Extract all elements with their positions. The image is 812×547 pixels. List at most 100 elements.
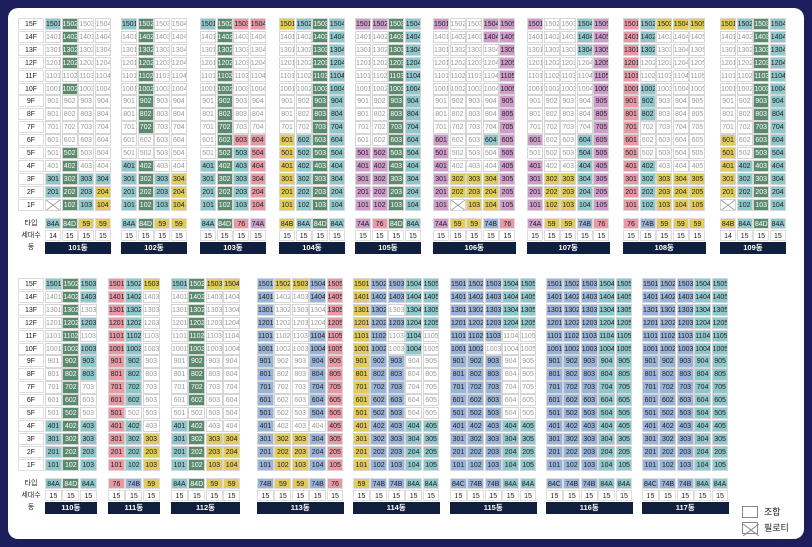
unit-cell: 1503 (387, 278, 405, 291)
unit-cell: 1204 (309, 316, 327, 330)
unit-cell: 102 (295, 198, 312, 211)
unit-cell: 303 (387, 432, 405, 446)
unit-cell: 502 (188, 407, 206, 420)
unit-cell: 204 (598, 445, 616, 459)
unit-cell: 703 (233, 121, 250, 134)
type-cell: 59 (205, 477, 223, 489)
unit-cell: 1104 (404, 69, 421, 82)
unit-cell: 704 (94, 121, 111, 134)
unit-cell: 704 (328, 121, 345, 134)
unit-cell: 303 (560, 172, 577, 186)
unit-cell: 1002 (216, 82, 233, 95)
unit-cell: 705 (422, 381, 440, 394)
unit-cell: 1003 (388, 82, 405, 95)
unit-cell: 302 (449, 172, 466, 186)
unit-cell: 602 (543, 134, 560, 147)
unit-cell: 604 (223, 394, 241, 407)
unit-cell: 603 (753, 134, 770, 147)
unit-cell: 704 (598, 381, 616, 394)
unit-cell: 1401 (171, 290, 188, 304)
unit-cell: 704 (482, 121, 499, 134)
unit-cell: 902 (371, 95, 388, 108)
unit-cell: 1003 (656, 82, 673, 95)
unit-cell: 701 (171, 381, 188, 394)
unit-cell: 704 (223, 381, 241, 394)
unit-cell: 1401 (720, 30, 737, 44)
unit-cell: 204 (482, 185, 499, 199)
unit-cell: 803 (78, 108, 95, 121)
unit-count-cell: 15 (433, 229, 450, 241)
unit-cell: 401 (546, 419, 563, 433)
unit-cell: 403 (142, 419, 160, 433)
unit-cell: 104 (309, 458, 327, 471)
unit-cell: 304 (328, 172, 345, 186)
unit-cell: 804 (328, 108, 345, 121)
type-cell: 84A (598, 477, 616, 489)
unit-cell: 605 (326, 394, 344, 407)
unit-count-cell: 15 (623, 229, 640, 241)
unit-cell: 805 (615, 368, 633, 381)
unit-cell: 1104 (769, 69, 786, 82)
unit-cell: 1301 (642, 303, 659, 317)
unit-cell: 201 (200, 185, 217, 199)
unit-cell: 105 (689, 198, 706, 211)
unit-cell: 803 (466, 108, 483, 121)
unit-cell: 404 (405, 419, 423, 433)
unit-cell: 1201 (200, 56, 217, 70)
unit-cell: 1205 (326, 316, 344, 330)
unit-cell: 1201 (257, 316, 274, 330)
unit-count-cell: 15 (295, 229, 312, 241)
unit-cell: 104 (249, 198, 266, 211)
floor-label: 6F (18, 394, 44, 407)
unit-cell: 401 (642, 419, 659, 433)
unit-cell: 1101 (450, 329, 467, 342)
unit-cell: 405 (519, 419, 537, 433)
unit-cell: 1501 (171, 278, 188, 291)
unit-count-cell: 15 (78, 229, 95, 241)
unit-cell: 804 (309, 368, 327, 381)
unit-cell: 502 (216, 147, 233, 160)
unit-count-cell: 15 (62, 489, 80, 501)
unit-cell: 901 (450, 355, 467, 368)
unit-cell: 604 (769, 134, 786, 147)
unit-cell: 801 (45, 368, 62, 381)
type-cell: 59 (656, 217, 673, 229)
unit-cell: 703 (656, 121, 673, 134)
unit-count-cell: 15 (560, 229, 577, 241)
unit-cell: 801 (121, 108, 138, 121)
unit-cell: 1201 (45, 316, 62, 330)
unit-cell: 603 (79, 394, 97, 407)
type-cell: 74B (467, 477, 485, 489)
type-cell: 74B (370, 477, 388, 489)
unit-cell: 904 (223, 355, 241, 368)
unit-cell: 1201 (353, 316, 370, 330)
type-cell: 84D (61, 217, 78, 229)
unit-cell: 1203 (78, 56, 95, 70)
unit-cell: 1503 (676, 278, 694, 291)
unit-cell: 1105 (689, 69, 706, 82)
unit-cell: 1003 (387, 342, 405, 355)
floor-label: 10F (18, 82, 44, 95)
unit-cell: 1302 (188, 303, 206, 317)
type-cell: 84A (422, 477, 440, 489)
unit-cell: 701 (200, 121, 217, 134)
unit-cell: 404 (769, 159, 786, 173)
unit-cell: 504 (769, 147, 786, 160)
unit-cell: 1305 (711, 303, 729, 317)
type-cell: 74A (249, 217, 266, 229)
unit-cell: 204 (576, 185, 593, 199)
unit-cell: 1102 (370, 329, 388, 342)
unit-cell: 1301 (45, 303, 62, 317)
unit-cell: 1201 (355, 56, 372, 70)
unit-cell: 304 (309, 432, 327, 446)
unit-cell: 604 (405, 394, 423, 407)
unit-cell: 803 (291, 368, 309, 381)
unit-cell: 303 (78, 172, 95, 186)
unit-cell: 305 (689, 172, 706, 186)
unit-cell: 1103 (233, 69, 250, 82)
unit-cell: 905 (593, 95, 610, 108)
unit-cell: 303 (466, 172, 483, 186)
unit-cell: 202 (543, 185, 560, 199)
unit-cell: 1001 (200, 82, 217, 95)
unit-cell: 104 (94, 198, 111, 211)
